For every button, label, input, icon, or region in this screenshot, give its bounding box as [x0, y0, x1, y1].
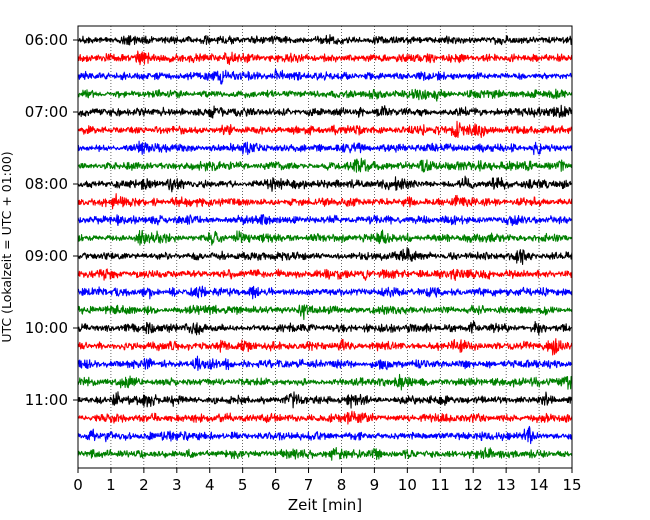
trace-0745: [77, 157, 573, 173]
x-tick-label-2: 2: [139, 476, 149, 494]
x-tick-label-8: 8: [337, 476, 347, 494]
y-tick-label-1: 07:00: [25, 103, 68, 121]
trace-0815: [77, 193, 573, 210]
trace-1030: [77, 355, 573, 371]
trace-0800: [77, 175, 573, 193]
x-tick-label-11: 11: [431, 476, 450, 494]
trace-0615: [77, 50, 573, 66]
trace-1015: [77, 338, 573, 356]
trace-0715: [77, 120, 573, 139]
y-tick-label-4: 10:00: [25, 319, 68, 337]
trace-layer: [77, 34, 573, 461]
x-tick-label-15: 15: [562, 476, 581, 494]
trace-1000: [77, 320, 573, 336]
y-axis-label: UTC (Lokalzeit = UTC + 01:00): [0, 151, 14, 342]
x-tick-label-4: 4: [205, 476, 215, 494]
x-axis-label: Zeit [min]: [288, 496, 362, 514]
trace-1130: [77, 425, 573, 445]
trace-0630: [77, 68, 573, 85]
x-tick-label-0: 0: [73, 476, 83, 494]
x-tick-label-9: 9: [370, 476, 380, 494]
y-tick-label-3: 09:00: [25, 247, 68, 265]
x-tick-label-7: 7: [304, 476, 314, 494]
trace-1045: [77, 373, 573, 391]
trace-0645: [77, 88, 573, 102]
trace-1115: [77, 410, 573, 425]
trace-0915: [77, 268, 573, 281]
trace-1145: [77, 447, 573, 461]
x-tick-label-5: 5: [238, 476, 248, 494]
x-tick-label-3: 3: [172, 476, 182, 494]
x-tick-label-6: 6: [271, 476, 281, 494]
trace-0845: [77, 229, 573, 246]
x-tick-label-10: 10: [398, 476, 417, 494]
trace-0930: [77, 285, 573, 300]
x-tick-label-1: 1: [106, 476, 116, 494]
x-tick-label-14: 14: [530, 476, 549, 494]
trace-0700: [77, 104, 573, 119]
y-axis-ticks: 06:00 07:00 08:00 09:00 10:00 11:00: [25, 31, 78, 409]
trace-0900: [77, 247, 573, 266]
y-tick-label-0: 06:00: [25, 31, 68, 49]
x-tick-label-12: 12: [464, 476, 483, 494]
x-axis-ticks: 0 1 2 3 4 5 6 7 8 9 10 11 12 13 14 15: [73, 468, 582, 494]
trace-0945: [77, 304, 573, 321]
y-tick-label-2: 08:00: [25, 175, 68, 193]
trace-0830: [77, 213, 573, 227]
trace-0600: [77, 34, 573, 46]
y-tick-label-5: 11:00: [25, 391, 68, 409]
plot-frame: [77, 25, 573, 469]
trace-0730: [77, 140, 573, 156]
x-tick-label-13: 13: [497, 476, 516, 494]
trace-1100: [77, 391, 573, 409]
